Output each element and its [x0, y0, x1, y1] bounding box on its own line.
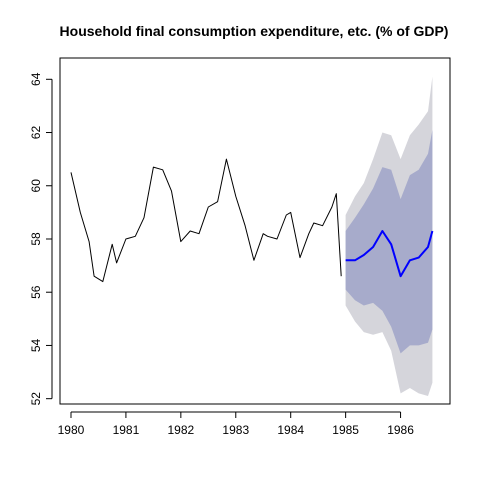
x-tick-label-1980: 1980: [58, 423, 85, 437]
x-tick-label-1985: 1985: [332, 423, 359, 437]
y-tick-label-64: 64: [29, 72, 43, 86]
series-line-history: [70, 158, 342, 283]
x-tick-label-1982: 1982: [167, 423, 194, 437]
forecast-bands: [345, 76, 433, 396]
y-tick-label-62: 62: [29, 126, 43, 140]
y-tick-label-54: 54: [29, 338, 43, 352]
y-tick-label-58: 58: [29, 232, 43, 246]
axes: 1980 1981 1982 1983 1984 1985 1986 52 54 56 58 60 62…: [29, 57, 451, 437]
y-tick-label-52: 52: [29, 392, 43, 406]
plot-border: [59, 57, 451, 405]
x-tick-label-1986: 1986: [387, 423, 414, 437]
x-tick-label-1981: 1981: [113, 423, 140, 437]
y-tick-label-60: 60: [29, 179, 43, 193]
series-line-forecast-mean: [345, 230, 434, 278]
series-lines: [70, 158, 434, 283]
chart-title: Household final consumption expenditure,…: [60, 23, 449, 39]
y-tick-label-56: 56: [29, 285, 43, 299]
x-tick-label-1983: 1983: [222, 423, 249, 437]
x-tick-label-1984: 1984: [277, 423, 304, 437]
